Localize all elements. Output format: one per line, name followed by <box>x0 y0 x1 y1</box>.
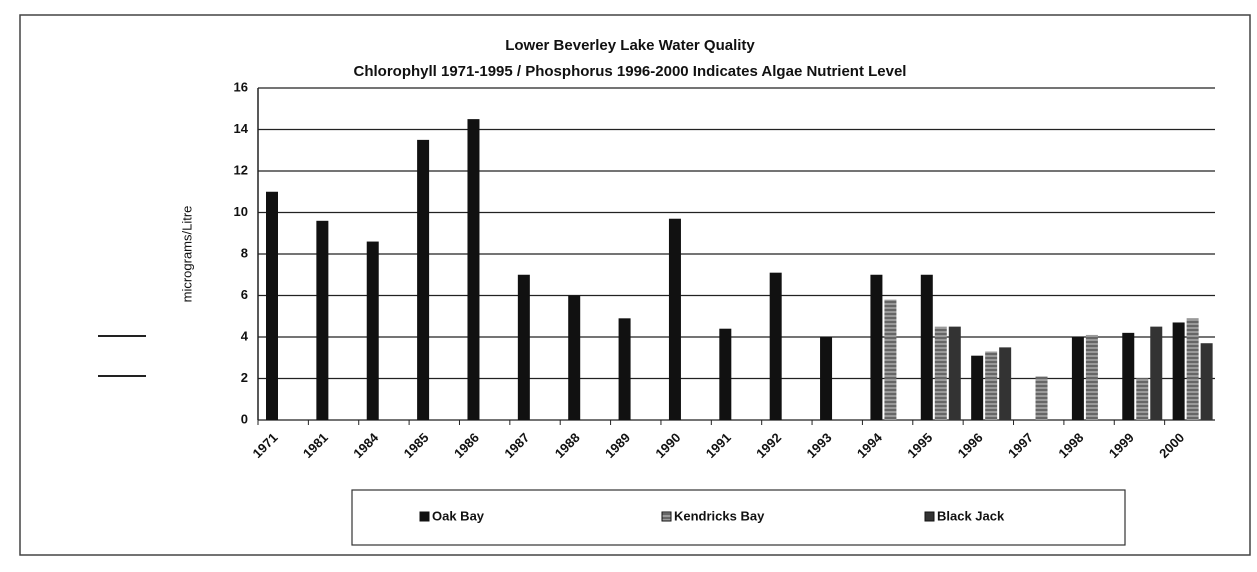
legend-label: Oak Bay <box>432 508 485 523</box>
y-tick-label: 4 <box>241 328 249 343</box>
bar <box>417 139 430 420</box>
y-tick-label: 14 <box>234 121 249 136</box>
y-axis-label: micrograms/Litre <box>179 206 194 303</box>
x-tick-label: 1981 <box>300 430 331 461</box>
bar <box>668 218 681 420</box>
y-tick-label: 2 <box>241 370 248 385</box>
bar <box>870 274 883 420</box>
bar <box>971 355 984 420</box>
x-tick-label: 2000 <box>1156 430 1187 461</box>
bar <box>618 318 631 420</box>
y-tick-label: 16 <box>234 79 248 94</box>
x-tick-label: 1993 <box>804 430 835 461</box>
x-tick-label: 1991 <box>703 430 734 461</box>
bar <box>517 274 530 420</box>
bar <box>1200 343 1213 420</box>
x-tick-label: 1997 <box>1005 430 1036 461</box>
bar <box>467 119 480 420</box>
x-tick-label: 1994 <box>854 429 886 461</box>
y-tick-label: 0 <box>241 411 248 426</box>
y-tick-label: 10 <box>234 204 248 219</box>
bar <box>1035 376 1048 420</box>
chart-title: Lower Beverley Lake Water Quality <box>505 37 755 54</box>
bar <box>985 351 998 420</box>
bar <box>934 326 947 420</box>
bar <box>316 220 329 420</box>
x-tick-label: 1987 <box>501 430 532 461</box>
bar <box>948 326 961 420</box>
bar <box>820 337 833 420</box>
x-tick-label: 1986 <box>451 430 482 461</box>
y-tick-label: 6 <box>241 287 248 302</box>
bar <box>1085 334 1098 420</box>
bar <box>1150 326 1163 420</box>
bar <box>1172 322 1185 420</box>
legend-label: Black Jack <box>937 508 1005 523</box>
bar <box>769 272 782 420</box>
x-tick-label: 1985 <box>401 430 432 461</box>
x-tick-label: 1984 <box>350 429 382 461</box>
bar <box>568 295 581 420</box>
x-tick-label: 1996 <box>955 430 986 461</box>
bar <box>1122 332 1135 420</box>
bar <box>920 274 933 420</box>
x-tick-label: 1995 <box>904 430 935 461</box>
x-tick-label: 1971 <box>249 430 280 461</box>
y-tick-label: 8 <box>241 245 248 260</box>
chart-subtitle: Chlorophyll 1971-1995 / Phosphorus 1996-… <box>354 63 907 80</box>
bar <box>999 347 1012 420</box>
legend-swatch <box>924 511 935 522</box>
bar <box>1071 337 1084 420</box>
x-tick-label: 1988 <box>552 430 583 461</box>
bar <box>1136 378 1149 420</box>
x-tick-label: 1999 <box>1106 430 1137 461</box>
legend-box <box>351 489 1126 546</box>
x-tick-label: 1990 <box>652 430 683 461</box>
y-tick-label: 12 <box>234 162 248 177</box>
legend-label: Kendricks Bay <box>674 508 765 523</box>
bar <box>884 299 897 420</box>
x-tick-label: 1989 <box>602 430 633 461</box>
frame <box>19 14 1251 556</box>
x-tick-label: 1998 <box>1055 430 1086 461</box>
bar <box>719 328 732 420</box>
bar <box>366 241 379 420</box>
bar <box>1186 318 1199 420</box>
bar <box>266 191 278 420</box>
legend-swatch <box>661 511 672 522</box>
x-tick-label: 1992 <box>753 430 784 461</box>
legend-swatch <box>419 511 430 522</box>
